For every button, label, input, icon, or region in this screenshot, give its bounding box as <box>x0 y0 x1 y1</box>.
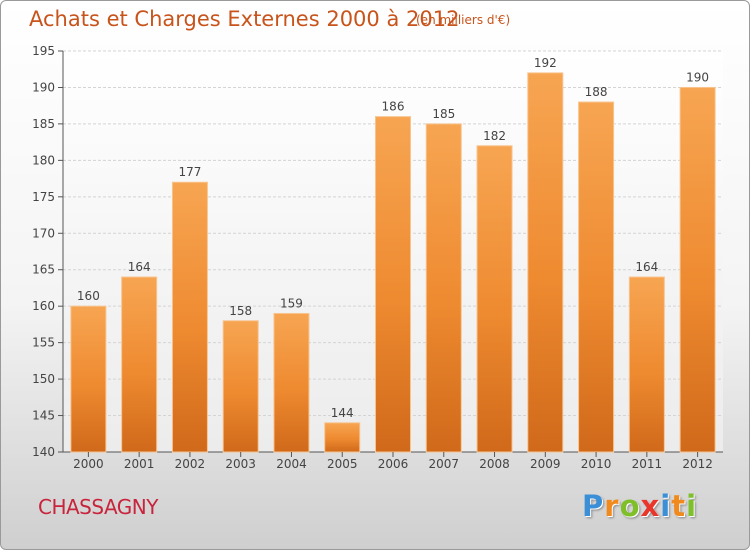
data-label: 160 <box>77 289 100 303</box>
bar <box>425 123 462 453</box>
y-tick-label: 155 <box>32 336 55 350</box>
y-tick-label: 180 <box>32 153 55 167</box>
x-tick-label: 2012 <box>682 457 713 471</box>
x-tick-label: 2002 <box>175 457 206 471</box>
bar <box>679 86 716 453</box>
chart-title: Achats et Charges Externes 2000 à 2012 <box>29 7 460 31</box>
bar <box>527 72 564 453</box>
bar <box>121 276 158 453</box>
x-tick-label: 2007 <box>428 457 459 471</box>
y-tick-label: 150 <box>32 372 55 386</box>
chart-subtitle: (en milliers d'€) <box>416 13 511 27</box>
data-label: 182 <box>483 129 506 143</box>
y-tick-label: 140 <box>32 445 55 459</box>
x-tick-label: 2008 <box>479 457 510 471</box>
y-tick-label: 165 <box>32 263 55 277</box>
logo-letter: i <box>686 489 698 523</box>
x-tick-label: 2009 <box>530 457 561 471</box>
proxiti-logo: Proxiti <box>582 489 697 523</box>
x-tick-label: 2000 <box>73 457 104 471</box>
bar <box>70 305 107 453</box>
commune-name: CHASSAGNY <box>38 495 158 519</box>
x-tick-label: 2011 <box>632 457 663 471</box>
data-label: 158 <box>229 304 252 318</box>
bar <box>171 181 208 453</box>
data-label: 177 <box>178 165 201 179</box>
y-tick-label: 145 <box>32 409 55 423</box>
x-tick-label: 2010 <box>581 457 612 471</box>
y-tick-label: 175 <box>32 190 55 204</box>
data-label: 188 <box>585 85 608 99</box>
y-tick-label: 160 <box>32 299 55 313</box>
data-label: 192 <box>534 56 557 70</box>
data-label: 164 <box>128 260 151 274</box>
x-tick-label: 2004 <box>276 457 307 471</box>
bar <box>476 145 513 453</box>
data-label: 186 <box>382 100 405 114</box>
y-tick-label: 195 <box>32 44 55 58</box>
logo-letter: P <box>582 489 605 523</box>
x-tick-label: 2006 <box>378 457 409 471</box>
logo-letter: r <box>604 489 620 523</box>
bar <box>578 101 615 453</box>
x-tick-label: 2003 <box>225 457 256 471</box>
data-label: 159 <box>280 296 303 310</box>
logo-letter: t <box>671 489 687 523</box>
bar <box>273 312 310 453</box>
logo-letter: i <box>660 489 672 523</box>
logo-letter: o <box>619 489 641 523</box>
bar <box>222 320 259 453</box>
y-tick-label: 170 <box>32 226 55 240</box>
bar <box>324 422 361 453</box>
x-tick-label: 2005 <box>327 457 358 471</box>
data-label: 144 <box>331 406 354 420</box>
y-tick-label: 185 <box>32 117 55 131</box>
y-tick-label: 190 <box>32 80 55 94</box>
logo-letter: x <box>640 489 661 523</box>
data-label: 164 <box>635 260 658 274</box>
x-tick-label: 2001 <box>124 457 155 471</box>
bar <box>375 116 411 453</box>
data-label: 190 <box>686 70 709 84</box>
data-label: 185 <box>432 107 455 121</box>
bar <box>628 276 665 453</box>
